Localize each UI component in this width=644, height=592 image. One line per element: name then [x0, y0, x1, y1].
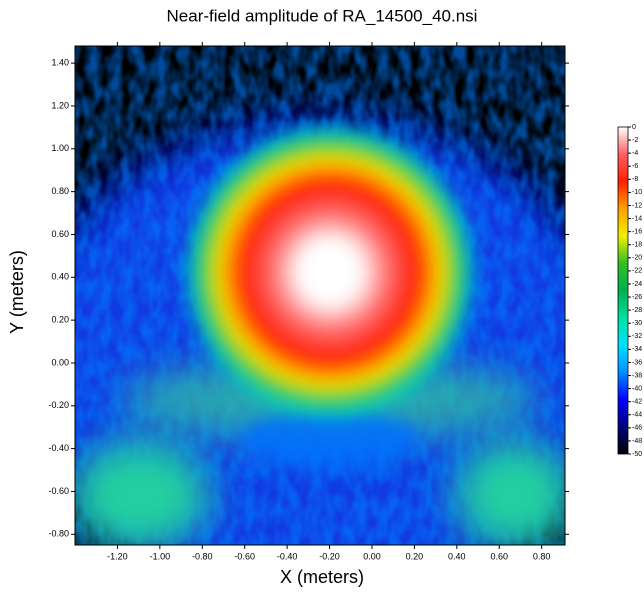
colorbar-tick-label: -26 — [632, 294, 642, 301]
colorbar-tick-label: -2 — [632, 137, 638, 144]
x-tick-label: -0.80 — [192, 551, 213, 561]
colorbar-tick-label: 0 — [632, 124, 636, 131]
y-tick-label: 1.00 — [51, 143, 69, 153]
y-tick-label: 0.20 — [51, 315, 69, 325]
colorbar-tick-label: -48 — [632, 438, 642, 445]
colorbar-tick-label: -34 — [632, 346, 642, 353]
y-tick-label: 0.80 — [51, 186, 69, 196]
x-tick-label: -0.40 — [277, 551, 298, 561]
colorbar-tick-label: -10 — [632, 189, 642, 196]
colorbar-tick-label: -30 — [632, 320, 642, 327]
colorbar — [617, 126, 629, 455]
colorbar-tick-label: -18 — [632, 242, 642, 249]
colorbar-tick-label: -22 — [632, 268, 642, 275]
x-axis-label: X (meters) — [280, 567, 364, 587]
x-tick-label: 0.20 — [406, 551, 424, 561]
y-tick-label: 1.40 — [51, 58, 69, 68]
x-tick-label: 0.40 — [448, 551, 466, 561]
x-tick-label: -0.60 — [234, 551, 255, 561]
colorbar-tick-label: -44 — [632, 412, 642, 419]
y-tick-label: 0.40 — [51, 272, 69, 282]
y-tick-label: 0.00 — [51, 357, 69, 367]
colorbar-tick-label: -28 — [632, 307, 642, 314]
y-tick-label: 0.60 — [51, 229, 69, 239]
colorbar-tick-label: -50 — [632, 451, 642, 458]
y-tick-label: -0.20 — [48, 400, 69, 410]
colorbar-tick-label: -4 — [632, 150, 638, 157]
colorbar-tick-label: -16 — [632, 228, 642, 235]
x-tick-label: 0.00 — [363, 551, 381, 561]
y-axis-label: Y (meters) — [7, 250, 27, 334]
y-tick-label: -0.40 — [48, 443, 69, 453]
colorbar-tick-label: -14 — [632, 215, 642, 222]
chart-title: Near-field amplitude of RA_14500_40.nsi — [167, 6, 478, 25]
heatmap — [75, 46, 565, 545]
y-tick-label: -0.80 — [48, 529, 69, 539]
colorbar-tick-label: -12 — [632, 202, 642, 209]
y-tick-label: 1.20 — [51, 100, 69, 110]
colorbar-tick-label: -40 — [632, 385, 642, 392]
ticks — [71, 42, 631, 549]
x-tick-label: 0.60 — [490, 551, 508, 561]
colorbar-tick-label: -42 — [632, 399, 642, 406]
colorbar-tick-label: -6 — [632, 163, 638, 170]
colorbar-tick-label: -32 — [632, 333, 642, 340]
x-tick-label: -1.20 — [107, 551, 128, 561]
x-tick-label: -0.20 — [319, 551, 340, 561]
colorbar-tick-label: -36 — [632, 359, 642, 366]
colorbar-tick-label: -46 — [632, 425, 642, 432]
colorbar-tick-label: -24 — [632, 281, 642, 288]
y-tick-label: -0.60 — [48, 486, 69, 496]
x-tick-label: 0.80 — [533, 551, 551, 561]
colorbar-tick-label: -38 — [632, 372, 642, 379]
colorbar-tick-label: -20 — [632, 255, 642, 262]
plot-frame — [74, 45, 566, 546]
colorbar-tick-label: -8 — [632, 176, 638, 183]
x-tick-label: -1.00 — [150, 551, 171, 561]
